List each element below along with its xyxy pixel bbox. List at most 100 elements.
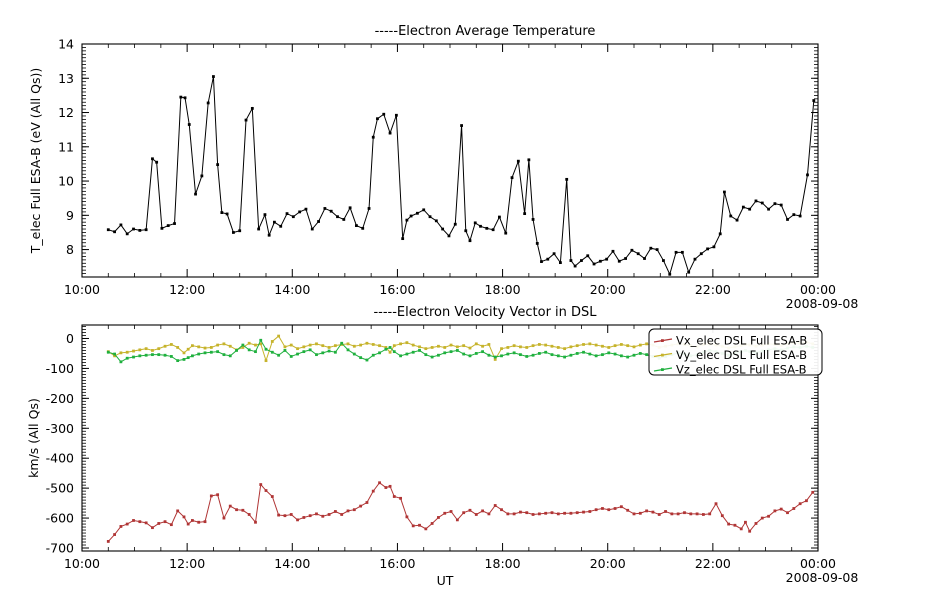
data-point — [462, 352, 466, 356]
data-point — [216, 350, 220, 354]
data-point — [346, 509, 350, 513]
data-point — [500, 354, 503, 358]
data-point — [805, 499, 808, 503]
data-point — [216, 343, 220, 347]
data-point — [537, 352, 541, 355]
data-point — [191, 354, 194, 358]
y-tick-label: -300 — [46, 421, 74, 436]
legend-label-1[interactable]: Vy_elec DSL Full ESA-B — [676, 348, 807, 362]
data-point — [241, 343, 245, 347]
data-point — [259, 342, 263, 346]
data-point — [411, 524, 415, 528]
data-point — [645, 342, 649, 346]
data-point — [607, 346, 611, 349]
data-point — [519, 353, 522, 357]
data-point — [607, 351, 611, 355]
data-point — [598, 259, 602, 263]
data-point — [119, 351, 123, 355]
data-point — [283, 349, 287, 352]
data-point — [304, 207, 308, 211]
data-point — [655, 248, 659, 251]
legend-label-2[interactable]: Vz_elec DSL Full ESA-B — [676, 363, 807, 377]
data-point — [401, 237, 405, 241]
data-point — [321, 514, 325, 518]
data-point — [263, 213, 267, 217]
data-point — [388, 350, 392, 354]
data-point — [594, 343, 598, 347]
data-point — [176, 359, 180, 363]
data-point — [259, 338, 263, 342]
data-point — [525, 355, 529, 358]
data-point — [388, 484, 392, 488]
data-point — [209, 350, 213, 354]
data-point — [138, 354, 142, 358]
data-point — [424, 353, 428, 357]
data-point — [376, 117, 379, 121]
data-point — [695, 512, 699, 516]
data-point — [552, 252, 556, 256]
data-point — [714, 502, 718, 506]
data-point — [500, 347, 503, 351]
data-point — [244, 118, 248, 122]
data-point — [619, 505, 623, 509]
data-point — [786, 218, 789, 221]
data-point — [411, 350, 415, 354]
data-point — [155, 160, 159, 164]
data-point — [424, 347, 428, 351]
data-point — [718, 232, 722, 236]
data-point — [565, 177, 569, 181]
data-point — [352, 508, 356, 512]
data-point — [630, 248, 634, 252]
data-point — [773, 202, 777, 206]
data-point — [340, 341, 344, 345]
data-point — [157, 522, 161, 525]
data-point — [531, 353, 535, 357]
data-point — [367, 207, 371, 210]
x-tick-label: 16:00 — [379, 556, 415, 571]
data-point — [493, 358, 497, 361]
data-point — [315, 353, 318, 357]
data-point — [365, 358, 369, 362]
data-point — [222, 516, 226, 520]
data-point — [418, 345, 421, 349]
data-point — [365, 341, 369, 345]
data-point — [289, 343, 293, 347]
data-point — [365, 501, 369, 504]
data-point — [479, 224, 482, 228]
x-tick-label: 10:00 — [64, 556, 100, 571]
data-point — [443, 346, 447, 349]
data-point — [247, 341, 251, 345]
x-tick-label: 20:00 — [590, 282, 626, 297]
x-tick-label: 16:00 — [379, 282, 415, 297]
legend-marker-0 — [661, 339, 664, 342]
data-point — [296, 347, 299, 351]
data-point — [779, 203, 783, 207]
data-point — [182, 515, 186, 519]
data-point — [487, 343, 491, 346]
x-tick-label: 12:00 — [169, 282, 205, 297]
data-point — [674, 250, 678, 254]
data-point — [540, 260, 543, 263]
data-point — [638, 352, 642, 355]
data-point — [798, 502, 802, 506]
legend[interactable]: Vx_elec DSL Full ESA-BVy_elec DSL Full E… — [648, 328, 823, 377]
data-point — [455, 518, 459, 522]
data-point — [220, 211, 224, 214]
data-point — [228, 504, 232, 508]
data-point — [169, 355, 173, 358]
data-point — [500, 508, 503, 512]
data-point — [786, 511, 789, 515]
data-point — [573, 264, 577, 268]
data-point — [241, 508, 245, 512]
data-point — [519, 345, 522, 349]
data-point — [537, 512, 541, 516]
data-point — [132, 349, 135, 353]
data-point — [527, 158, 531, 162]
data-point — [544, 350, 548, 354]
y-tick-label: 0 — [66, 331, 74, 346]
data-point — [619, 343, 623, 346]
data-point — [523, 212, 527, 216]
legend-label-0[interactable]: Vx_elec DSL Full ESA-B — [676, 334, 807, 348]
data-point — [151, 353, 154, 357]
data-point — [699, 252, 703, 256]
